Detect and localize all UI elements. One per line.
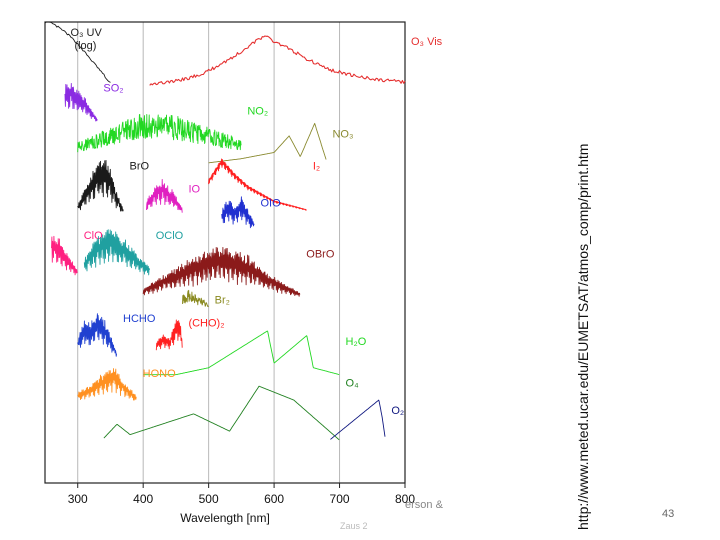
series-io (146, 178, 183, 213)
x-tick-label-500: 500 (199, 492, 219, 506)
series-label-obro: OBrO (306, 248, 335, 260)
series-o2 (330, 399, 386, 440)
series-hcho (77, 313, 118, 357)
series-label-o2: O₂ (391, 405, 404, 417)
series-obro (142, 246, 301, 297)
x-tick-label-800: 800 (395, 492, 415, 506)
citation-text-line2: Zaus 2 (340, 521, 368, 531)
x-tick-label-300: 300 (68, 492, 88, 506)
series-o3-vis (149, 35, 406, 86)
series--cho-2 (155, 319, 183, 351)
series-so2 (64, 82, 98, 122)
series-bro (77, 159, 124, 212)
series-label-oio: OIO (260, 198, 281, 210)
slide-number: 43 (662, 508, 675, 520)
series-hono (77, 368, 137, 401)
series-no3 (208, 122, 327, 164)
x-tick-label-600: 600 (264, 492, 284, 506)
series-clo (51, 235, 78, 276)
series-h2o (143, 330, 340, 376)
series-label-bro: BrO (130, 161, 150, 173)
series-label-o3-uv: O₃ UV (log) (70, 27, 102, 52)
series-i2 (208, 158, 307, 211)
series-label-hcho: HCHO (123, 313, 156, 325)
series-label-hono: HONO (143, 368, 176, 380)
series-no2 (77, 114, 242, 153)
series-label-oclo: OClO (156, 230, 184, 242)
citation-text: erson & (405, 499, 443, 511)
series-label-io: IO (188, 184, 200, 196)
series-label-h2o: H₂O (346, 336, 367, 348)
x-tick-label-700: 700 (330, 492, 350, 506)
series-label-i2: I₂ (313, 161, 320, 173)
series-label--cho-2: (CHO)₂ (188, 317, 224, 329)
x-axis-label: Wavelength [nm] (180, 511, 270, 525)
series-o3-uv (44, 21, 111, 83)
plot-frame (44, 21, 406, 484)
series-br2 (182, 289, 209, 308)
series-label-no3: NO₃ (332, 128, 353, 140)
series-oclo (83, 229, 150, 276)
series-label-no2: NO₂ (247, 105, 268, 117)
series-label-br2: Br₂ (215, 294, 230, 306)
x-tick-label-400: 400 (133, 492, 153, 506)
source-url-vertical[interactable]: http://www.meted.ucar.edu/EUMETSAT/atmos… (575, 143, 591, 530)
series-label-so2: SO₂ (103, 82, 123, 94)
series-label-o4: O₄ (346, 377, 360, 389)
series-label-o3-vis: O₃ Vis (411, 36, 443, 48)
series-oio (221, 196, 255, 229)
series-o4 (103, 385, 340, 441)
